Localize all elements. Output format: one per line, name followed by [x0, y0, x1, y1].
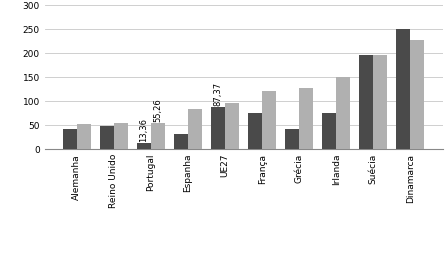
Bar — [151, 123, 165, 149]
Bar — [285, 129, 299, 149]
Bar — [262, 91, 276, 149]
Text: 55,26: 55,26 — [153, 98, 163, 122]
Bar — [248, 113, 262, 149]
Bar — [137, 143, 151, 149]
Bar — [188, 109, 202, 149]
Bar — [114, 123, 128, 149]
Text: 13,36: 13,36 — [139, 118, 148, 142]
Bar — [211, 107, 225, 149]
Bar — [63, 129, 77, 149]
Bar — [174, 134, 188, 149]
Bar — [359, 54, 373, 149]
Bar — [100, 126, 114, 149]
Bar — [322, 113, 336, 149]
Bar — [410, 40, 425, 149]
Text: 87,37: 87,37 — [214, 82, 223, 106]
Bar — [225, 104, 239, 149]
Bar — [396, 29, 410, 149]
Bar — [373, 55, 388, 149]
Bar — [336, 77, 350, 149]
Bar — [77, 124, 91, 149]
Bar — [299, 88, 313, 149]
